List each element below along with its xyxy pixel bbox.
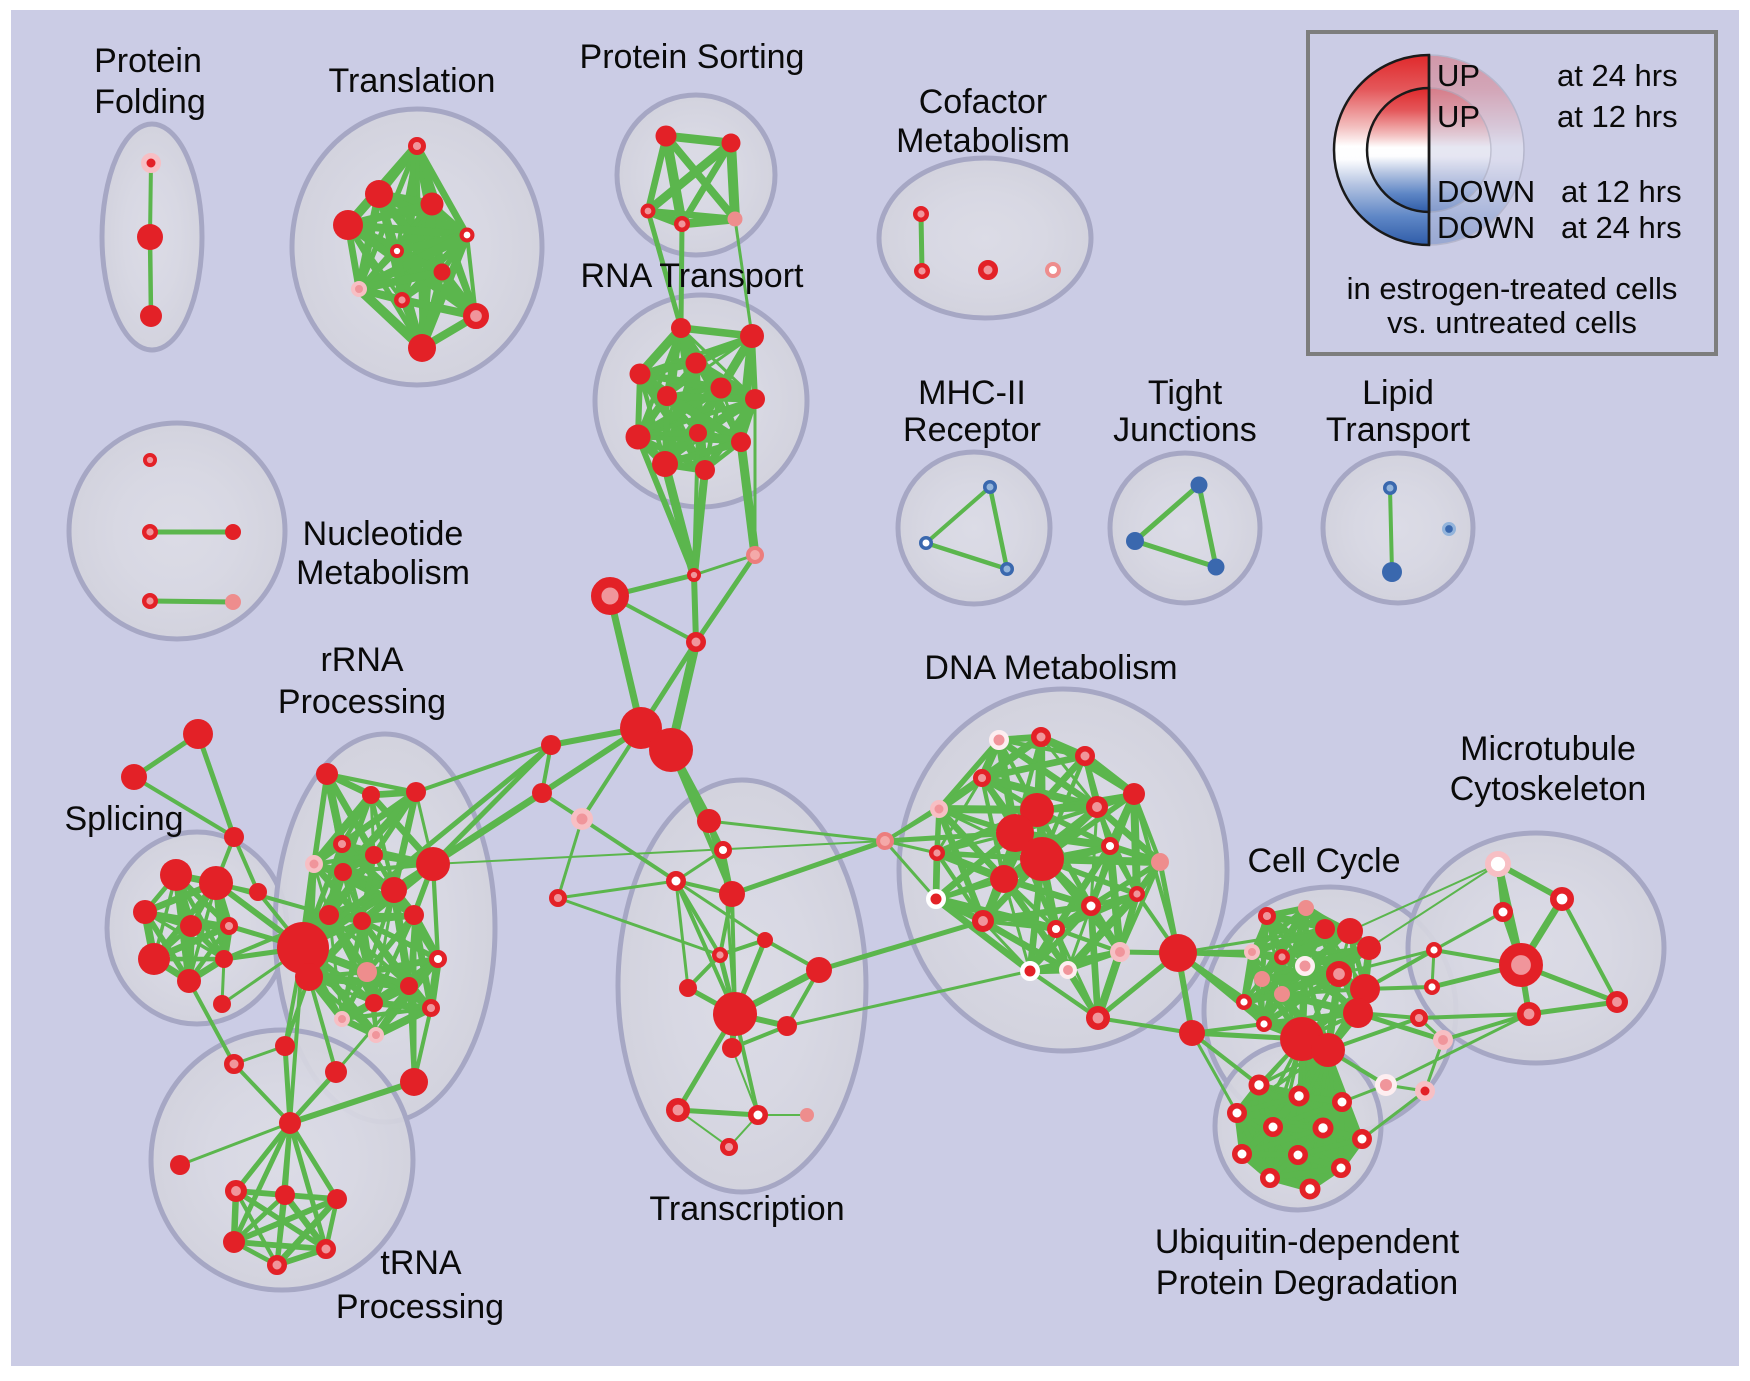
svg-text:Cytoskeleton: Cytoskeleton [1450,770,1647,808]
svg-text:at 24 hrs: at 24 hrs [1557,58,1678,93]
svg-text:at 24 hrs: at 24 hrs [1561,210,1682,245]
svg-text:at 12 hrs: at 12 hrs [1561,174,1682,209]
svg-text:Processing: Processing [278,683,446,721]
svg-text:Protein Degradation: Protein Degradation [1156,1264,1458,1302]
svg-text:Cell Cycle: Cell Cycle [1247,842,1400,880]
svg-text:tRNA: tRNA [380,1244,462,1282]
svg-text:Folding: Folding [94,83,206,121]
svg-text:at 12 hrs: at 12 hrs [1557,99,1678,134]
svg-text:Protein Sorting: Protein Sorting [580,38,805,76]
svg-text:MHC-II: MHC-II [918,374,1026,412]
svg-text:Microtubule: Microtubule [1460,730,1636,768]
svg-text:Tight: Tight [1148,374,1223,412]
svg-text:DOWN: DOWN [1437,210,1535,245]
svg-text:Junctions: Junctions [1113,411,1257,449]
svg-text:in estrogen-treated cells: in estrogen-treated cells [1347,271,1678,306]
svg-text:DNA Metabolism: DNA Metabolism [924,649,1177,687]
svg-text:Transcription: Transcription [649,1190,844,1228]
svg-text:Processing: Processing [336,1288,504,1326]
svg-text:Transport: Transport [1326,411,1471,449]
svg-text:UP: UP [1437,58,1480,93]
svg-text:Protein: Protein [94,42,202,80]
svg-text:Splicing: Splicing [64,800,183,838]
svg-text:Receptor: Receptor [903,411,1041,449]
svg-text:RNA Transport: RNA Transport [581,257,805,295]
svg-text:UP: UP [1437,99,1480,134]
svg-text:Metabolism: Metabolism [296,554,470,592]
svg-text:Nucleotide: Nucleotide [303,515,464,553]
svg-text:Lipid: Lipid [1362,374,1434,412]
svg-text:DOWN: DOWN [1437,174,1535,209]
svg-text:Ubiquitin-dependent: Ubiquitin-dependent [1155,1223,1460,1261]
svg-text:rRNA: rRNA [320,641,403,679]
svg-text:Cofactor: Cofactor [919,83,1048,121]
svg-text:Metabolism: Metabolism [896,122,1070,160]
svg-text:vs. untreated cells: vs. untreated cells [1387,305,1637,340]
svg-text:Translation: Translation [329,62,496,100]
